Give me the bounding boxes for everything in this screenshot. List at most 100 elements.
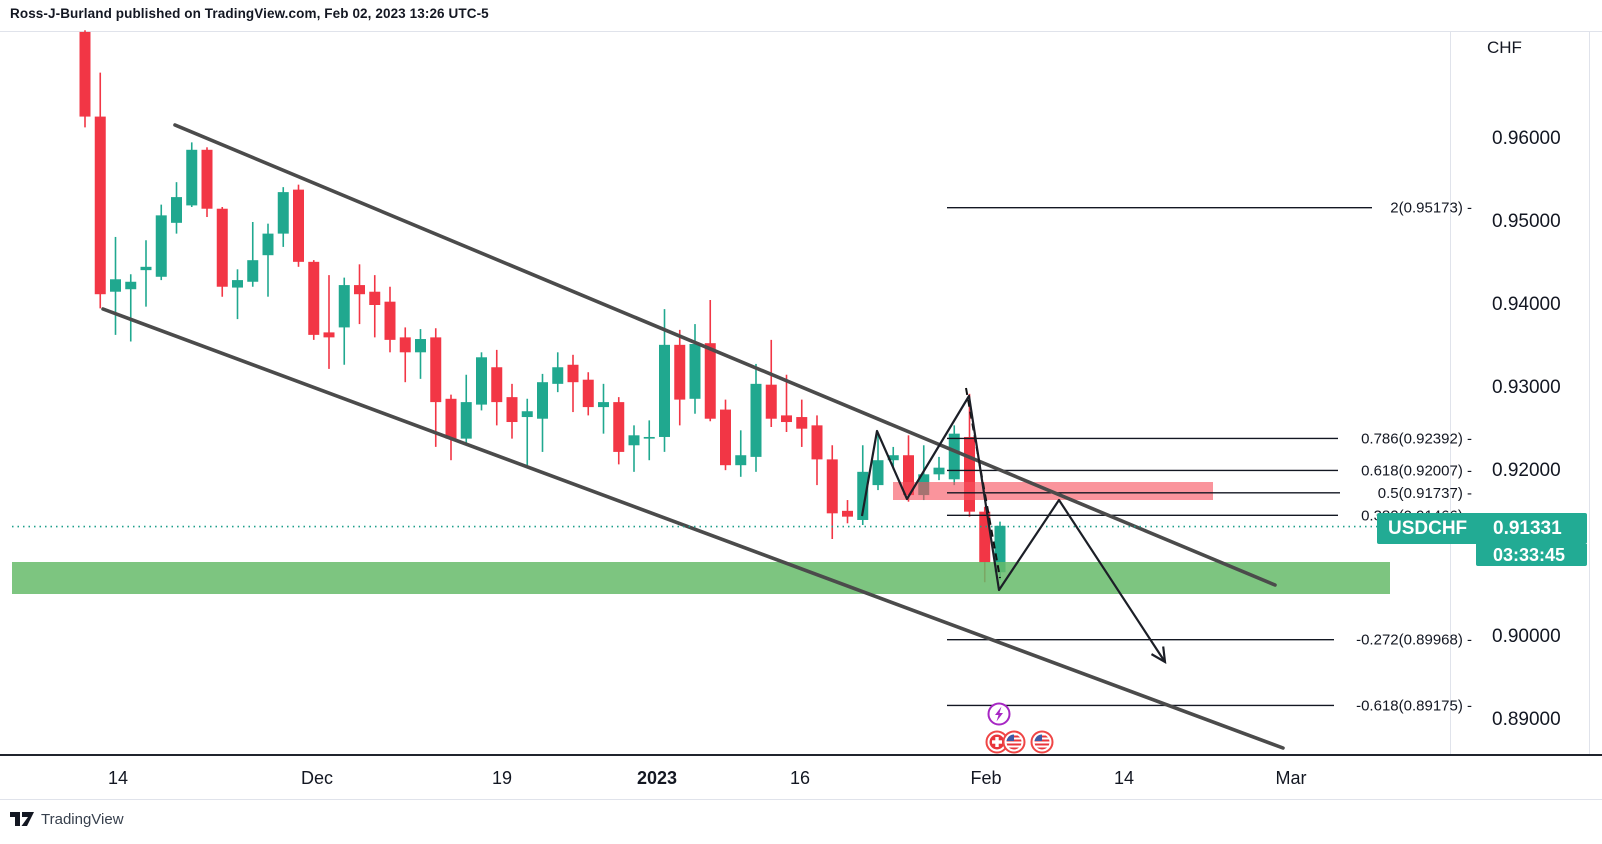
candle-body	[171, 197, 182, 223]
candle-body	[628, 435, 640, 446]
time-tick-label: 14	[107, 768, 129, 788]
badge-row-price: USDCHF 0.91331	[1377, 513, 1587, 544]
candle-body	[903, 455, 914, 496]
candle-body	[399, 337, 411, 353]
candle-body	[323, 332, 335, 338]
candle-body	[415, 339, 426, 353]
projection-path[interactable]	[860, 394, 1166, 663]
tradingview-logo-icon	[10, 812, 34, 826]
candle-body	[826, 459, 838, 514]
candle-body	[720, 409, 731, 466]
candle-body	[750, 383, 762, 457]
candle-body	[430, 337, 442, 403]
time-tick-label: Dec	[300, 768, 334, 788]
candle-body	[94, 116, 106, 295]
us-flag-icon[interactable]	[1030, 730, 1054, 754]
candle-body	[842, 510, 853, 517]
candle-body	[872, 460, 884, 486]
candle-body	[201, 149, 213, 209]
candle-body	[994, 525, 1006, 573]
candle-body	[659, 344, 670, 437]
time-tick-label: 2023	[636, 768, 678, 788]
chart-top-border	[0, 31, 1602, 32]
candle-body	[262, 233, 274, 256]
candle-body	[567, 364, 579, 383]
candle-body	[811, 425, 823, 460]
time-tick-label: 19	[491, 768, 513, 788]
symbol-price-badge[interactable]: USDCHF 0.91331 03:33:45	[1377, 513, 1587, 566]
candle-body	[476, 357, 487, 405]
candle-body	[293, 189, 304, 262]
badge-countdown[interactable]: 03:33:45	[1476, 544, 1587, 566]
right-edge-border	[1589, 31, 1590, 754]
time-tick-label: Feb	[970, 768, 1002, 788]
price-tick-label: 0.93000	[1492, 377, 1561, 398]
channel-upper-trendline[interactable]	[173, 123, 1277, 587]
candle-body	[521, 411, 533, 418]
candle-body	[354, 285, 365, 295]
badge-last-price: 0.91331	[1493, 517, 1562, 539]
fib-level-label: -0.272(0.89968) -	[1356, 632, 1472, 649]
price-axis-separator[interactable]	[1450, 31, 1451, 754]
price-tick-label: 0.94000	[1492, 294, 1561, 315]
candle-body	[445, 398, 457, 439]
candle-body	[506, 397, 518, 423]
candle-body	[735, 455, 747, 466]
candle-body	[140, 266, 152, 271]
candle-body	[552, 367, 564, 384]
candle-body	[979, 511, 991, 563]
candle-body	[186, 149, 198, 206]
candle-body	[643, 436, 655, 439]
candle-body	[948, 433, 960, 480]
candle-body	[110, 279, 121, 292]
price-tick-label: 0.90000	[1492, 626, 1561, 647]
candle-body	[308, 261, 320, 335]
candle-body	[796, 417, 808, 429]
candle-body	[247, 260, 259, 282]
fib-level-label: 2(0.95173) -	[1390, 200, 1472, 217]
fib-level-label: 0.5(0.91737) -	[1378, 485, 1472, 502]
candle-body	[155, 215, 167, 277]
price-axis-currency-label: CHF	[1487, 38, 1522, 57]
bottom-border	[0, 799, 1602, 800]
projection-arrowhead	[1150, 646, 1167, 665]
demand-zone[interactable]	[12, 562, 1390, 594]
time-tick-label: Mar	[1275, 768, 1307, 788]
candle-body	[491, 367, 503, 403]
candle-body	[689, 344, 701, 399]
candle-body	[704, 343, 716, 419]
candle-body	[933, 467, 945, 475]
candle-body	[765, 384, 777, 419]
candle-body	[887, 455, 899, 461]
candle-body	[125, 281, 137, 290]
candle-body	[857, 471, 869, 520]
candle-body	[460, 402, 472, 439]
price-tick-label: 0.89000	[1492, 709, 1561, 730]
channel-lower-trendline[interactable]	[101, 307, 1285, 750]
candle-body	[216, 208, 228, 287]
us-flag-icon[interactable]	[1002, 730, 1026, 754]
fib-level-label: 0.618(0.92007) -	[1361, 462, 1472, 479]
candle-body	[537, 382, 548, 419]
candle-body	[613, 402, 625, 452]
economic-event-lightning-icon[interactable]	[987, 702, 1011, 726]
candle-body	[582, 379, 594, 408]
candle-body	[79, 31, 91, 117]
candle-body	[598, 402, 609, 408]
candle-body	[384, 301, 396, 340]
candle-body	[277, 192, 289, 234]
tradingview-footer[interactable]: TradingView	[10, 811, 124, 828]
time-axis-separator[interactable]	[0, 754, 1602, 756]
candle-body	[369, 291, 381, 305]
candles-layer	[79, 30, 1006, 583]
candle-body	[781, 415, 792, 423]
fib-level-label: -0.618(0.89175) -	[1356, 697, 1472, 714]
publish-attribution: Ross-J-Burland published on TradingView.…	[10, 6, 489, 21]
price-tick-label: 0.95000	[1492, 211, 1561, 232]
time-tick-label: 16	[789, 768, 811, 788]
price-tick-label: 0.96000	[1492, 128, 1561, 149]
badge-symbol: USDCHF	[1388, 517, 1468, 539]
candle-body	[964, 436, 975, 512]
